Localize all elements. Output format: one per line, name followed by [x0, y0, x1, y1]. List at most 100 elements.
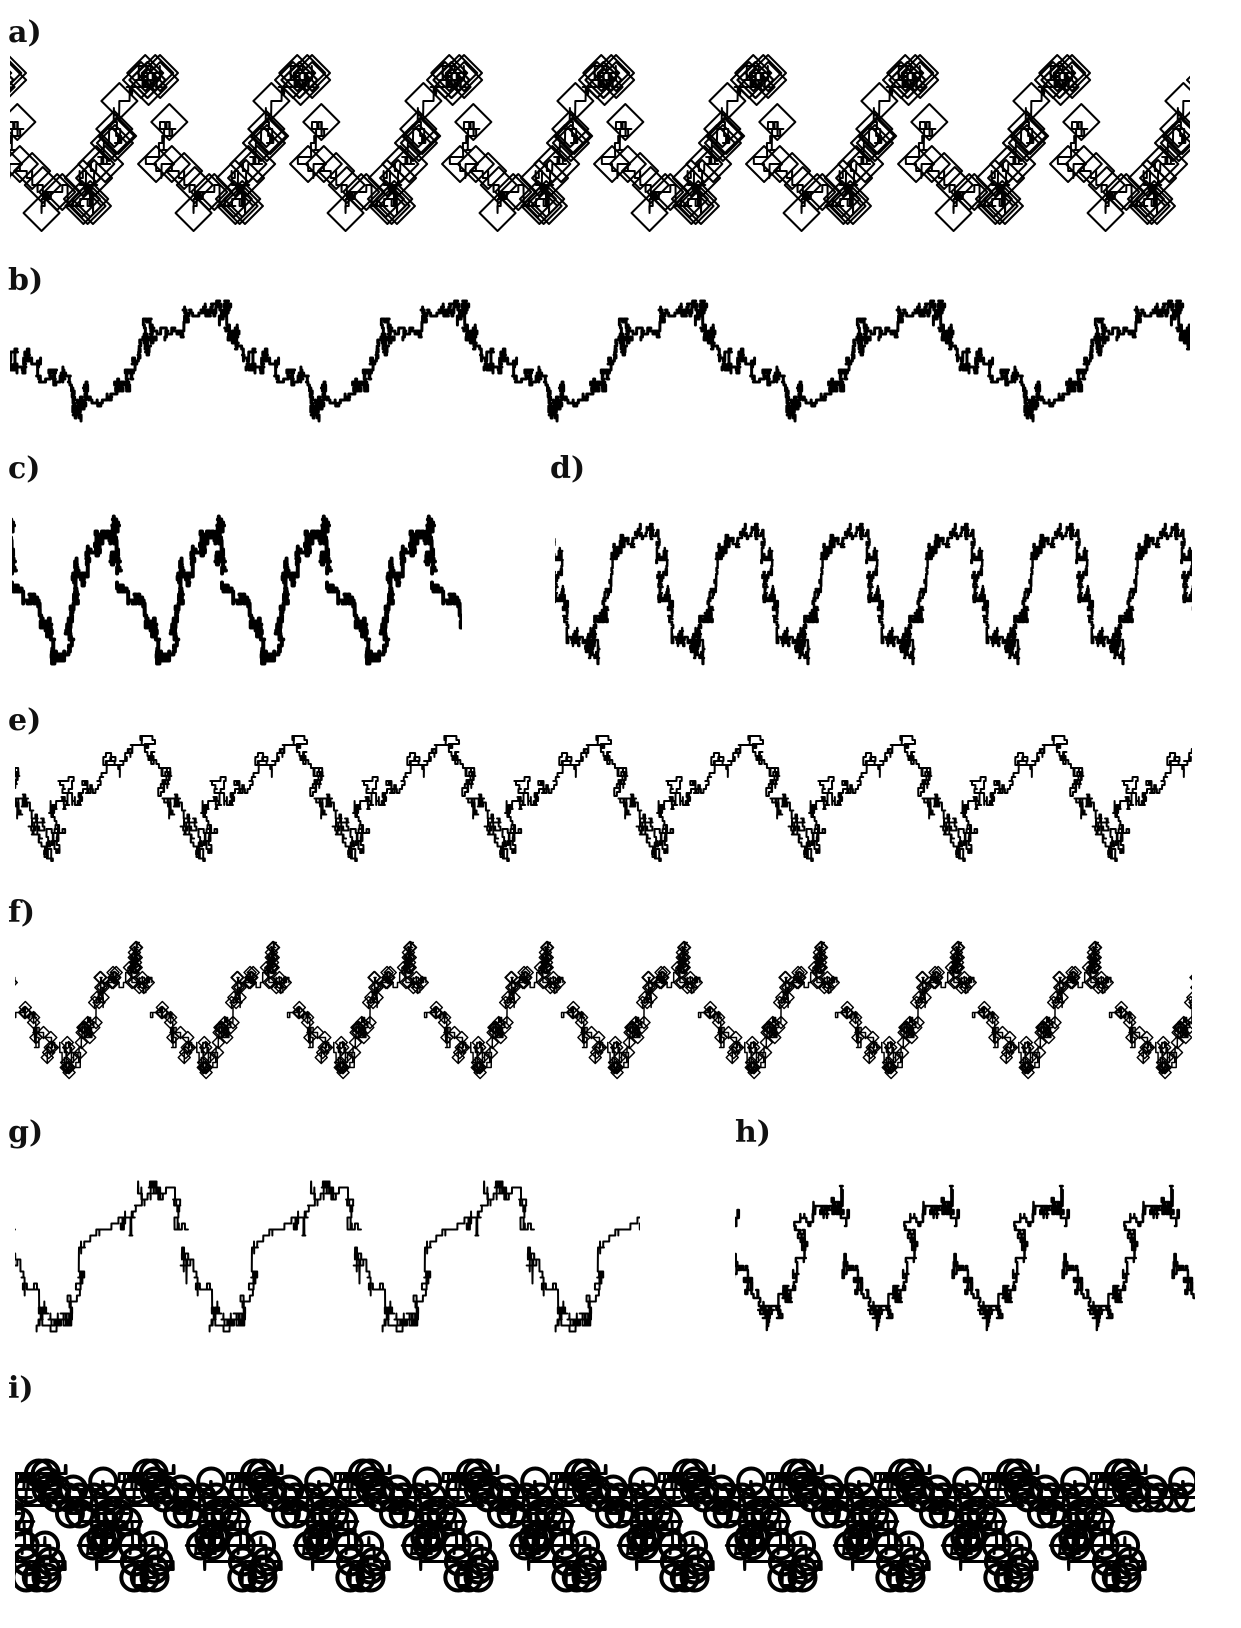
diamond — [0, 952, 3, 964]
diamond — [1226, 962, 1238, 974]
walk — [12, 517, 121, 664]
walk — [562, 943, 700, 1073]
walk — [181, 1182, 361, 1332]
motif — [327, 517, 436, 664]
motif — [0, 301, 17, 421]
motif — [10, 736, 171, 861]
motif — [953, 1186, 1069, 1330]
ring — [0, 1525, 12, 1551]
pattern-strip — [623, 1186, 1241, 1330]
diamond — [1193, 982, 1205, 994]
motif — [733, 1186, 849, 1330]
diamond — [0, 982, 8, 994]
motif — [162, 736, 323, 861]
panel-label: b) — [8, 263, 43, 298]
motif — [554, 524, 668, 664]
diamond — [0, 957, 5, 969]
ring — [0, 1525, 6, 1551]
walk — [953, 1186, 1069, 1330]
diamond — [1203, 967, 1215, 979]
motif — [1074, 736, 1235, 861]
ring — [0, 1469, 8, 1495]
walk — [836, 943, 974, 1073]
motif — [12, 517, 121, 664]
diamond — [0, 962, 3, 974]
ring — [0, 1485, 13, 1511]
pattern-strip — [0, 55, 1241, 231]
walk — [14, 943, 152, 1073]
walk — [770, 736, 931, 861]
diamond — [1, 982, 13, 994]
panel-label: g) — [8, 1115, 43, 1150]
walk — [527, 1182, 707, 1332]
walk — [764, 524, 878, 664]
ring — [0, 1509, 9, 1535]
panel-label: h) — [735, 1115, 771, 1150]
motif — [960, 301, 1207, 421]
diamond — [1206, 967, 1218, 979]
ring — [0, 1525, 11, 1551]
diamond — [0, 967, 2, 979]
diamond — [1226, 952, 1238, 964]
pattern-strip — [0, 1182, 707, 1332]
diamond — [1203, 977, 1215, 989]
motif — [922, 736, 1083, 861]
walk — [0, 943, 15, 1073]
motif — [151, 943, 289, 1073]
walk — [425, 943, 563, 1073]
motif — [432, 517, 541, 664]
motif — [1110, 943, 1241, 1073]
page: {"panels": [ {"label": "a)"}, {"label": … — [0, 0, 1241, 1628]
walk — [1063, 1186, 1179, 1330]
loop — [1195, 69, 1231, 105]
motif — [354, 1182, 534, 1332]
diamond — [1224, 962, 1236, 974]
diamond — [0, 962, 4, 974]
diamond — [1205, 972, 1217, 984]
motif — [770, 736, 931, 861]
motif — [623, 1186, 739, 1330]
motif — [222, 517, 331, 664]
motif — [869, 524, 983, 664]
diamond — [1234, 982, 1241, 994]
walk — [1110, 943, 1241, 1073]
walk — [0, 1182, 15, 1332]
loop — [1191, 55, 1227, 91]
motif — [8, 301, 255, 421]
motif — [764, 524, 878, 664]
diamond — [0, 977, 3, 989]
diamond — [1220, 962, 1232, 974]
walk — [1184, 524, 1241, 664]
motif — [1184, 524, 1241, 664]
walk — [659, 524, 773, 664]
pattern-strip — [0, 1461, 1203, 1591]
motif — [973, 943, 1111, 1073]
walk — [869, 524, 983, 664]
diamond — [1232, 977, 1241, 989]
motif — [0, 66, 11, 213]
walk — [1173, 1186, 1241, 1330]
motif — [562, 943, 700, 1073]
diamond — [1204, 972, 1216, 984]
motif — [618, 736, 779, 861]
loop — [0, 62, 13, 98]
loop — [0, 62, 7, 98]
walk — [922, 736, 1083, 861]
diamond — [1191, 982, 1203, 994]
diamond — [1205, 972, 1217, 984]
diamond — [1203, 977, 1215, 989]
walk — [843, 1186, 959, 1330]
diamond — [1202, 977, 1214, 989]
diamond — [0, 942, 6, 954]
walk — [960, 301, 1207, 421]
walk — [699, 943, 837, 1073]
motif — [484, 301, 731, 421]
walk — [554, 524, 668, 664]
walk — [1079, 524, 1193, 664]
diamond — [1222, 977, 1234, 989]
motif — [246, 301, 493, 421]
diamond — [0, 942, 5, 954]
motif — [0, 1466, 15, 1586]
motif — [181, 1182, 361, 1332]
panel-label: e) — [8, 703, 41, 738]
